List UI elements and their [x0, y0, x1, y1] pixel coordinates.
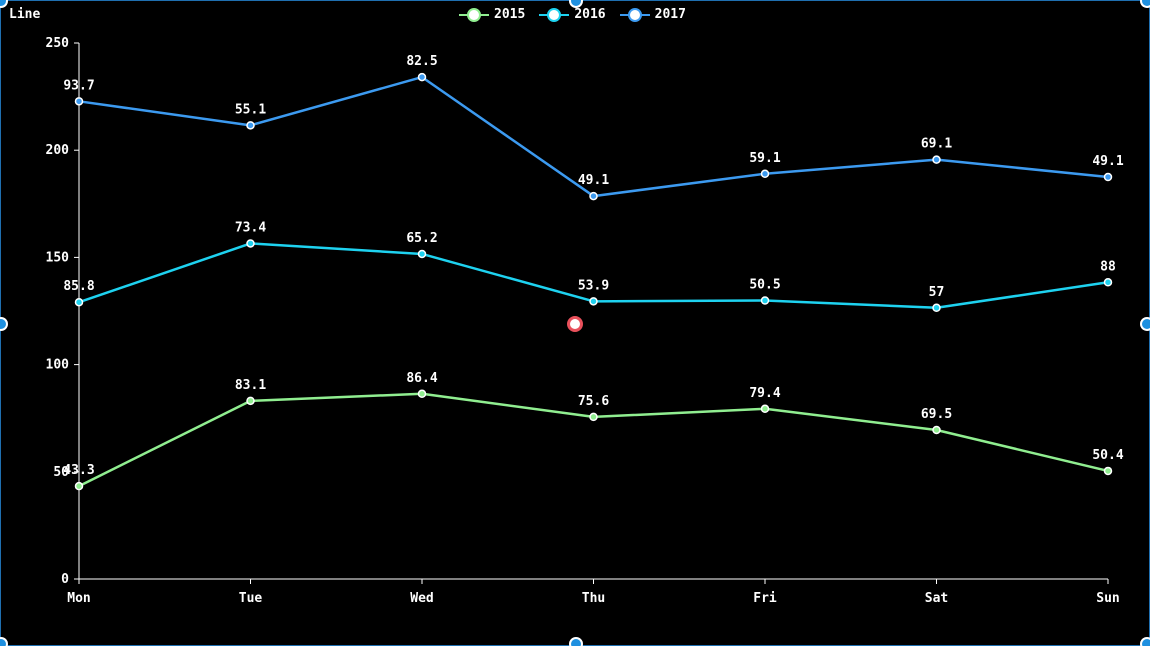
data-label-2015: 69.5 — [921, 407, 952, 422]
data-point-2015 — [74, 481, 84, 491]
data-point-2017 — [932, 155, 941, 164]
data-label-2016: 57 — [929, 285, 945, 300]
y-tick-label: 200 — [46, 143, 70, 158]
x-tick-label: Sun — [1096, 591, 1119, 606]
data-point-2017 — [1103, 172, 1113, 182]
y-tick-label: 100 — [46, 358, 70, 373]
y-tick-label: 50 — [53, 465, 69, 480]
legend-item-2015[interactable]: 2015 — [459, 7, 525, 22]
legend-label: 2016 — [574, 7, 606, 22]
data-label-2016: 65.2 — [406, 231, 437, 246]
legend-swatch-icon — [459, 7, 489, 22]
data-point-2016 — [932, 303, 941, 313]
resize-handle-middle-right[interactable] — [1140, 317, 1150, 331]
x-tick-label: Mon — [67, 591, 90, 606]
data-label-2016: 50.5 — [749, 277, 780, 292]
data-point-2017 — [74, 97, 84, 106]
y-tick-label: 0 — [61, 572, 69, 587]
chart-title: Line — [9, 7, 41, 22]
data-point-2016 — [417, 249, 427, 259]
legend-item-2016[interactable]: 2016 — [539, 7, 606, 22]
data-point-2017 — [246, 121, 255, 130]
data-label-2015: 50.4 — [1092, 448, 1123, 463]
data-label-2016: 85.8 — [63, 279, 94, 294]
legend-swatch-icon — [539, 7, 570, 22]
data-label-2015: 86.4 — [406, 371, 437, 386]
resize-handle-top-right[interactable] — [1140, 0, 1150, 8]
resize-handle-middle-left[interactable] — [0, 317, 8, 331]
resize-handle-bottom-center[interactable] — [569, 637, 583, 646]
data-label-2017: 55.1 — [235, 102, 266, 117]
data-label-2015: 83.1 — [235, 378, 266, 393]
data-label-2017: 82.5 — [406, 54, 437, 69]
data-point-2016 — [246, 239, 255, 248]
legend-swatch-icon — [619, 7, 650, 22]
x-tick-label: Tue — [239, 591, 263, 606]
data-label-2016: 88 — [1100, 259, 1116, 274]
data-point-2017 — [760, 169, 770, 179]
resize-handle-bottom-left[interactable] — [0, 637, 8, 646]
legend-label: 2017 — [654, 7, 686, 22]
x-tick-label: Thu — [582, 591, 605, 606]
legend-label: 2015 — [494, 7, 526, 22]
x-tick-label: Fri — [753, 591, 777, 606]
y-tick-label: 250 — [46, 36, 70, 51]
data-label-2017: 69.1 — [921, 137, 952, 152]
data-point-2015 — [417, 389, 427, 399]
data-point-2016 — [760, 296, 770, 305]
cursor-marker — [567, 316, 583, 332]
data-label-2015: 79.4 — [749, 386, 780, 401]
data-label-2015: 75.6 — [578, 394, 609, 409]
resize-handle-bottom-right[interactable] — [1140, 637, 1150, 646]
resize-handle-top-left[interactable] — [0, 0, 8, 8]
data-point-2017 — [417, 72, 427, 82]
data-point-2016 — [74, 297, 84, 307]
data-label-2017: 93.7 — [63, 78, 94, 93]
data-point-2016 — [589, 297, 598, 306]
y-tick-label: 150 — [46, 250, 70, 265]
data-label-2017: 49.1 — [578, 173, 609, 188]
data-point-2015 — [1103, 466, 1113, 476]
data-point-2015 — [932, 425, 941, 435]
resize-handle-top-center[interactable] — [569, 0, 583, 8]
data-point-2015 — [246, 396, 255, 406]
data-point-2015 — [760, 404, 770, 414]
data-label-2016: 53.9 — [578, 278, 609, 293]
data-point-2015 — [589, 412, 598, 422]
data-label-2017: 49.1 — [1092, 154, 1123, 169]
legend-item-2017[interactable]: 2017 — [619, 7, 686, 22]
data-label-2016: 73.4 — [235, 220, 266, 235]
data-label-2017: 59.1 — [749, 151, 780, 166]
data-point-2017 — [589, 191, 598, 201]
data-point-2016 — [1103, 278, 1113, 287]
data-label-2015: 43.3 — [63, 463, 94, 478]
x-tick-label: Sat — [925, 591, 948, 606]
x-tick-label: Wed — [410, 591, 433, 606]
chart-legend: 2015 2016 2017 — [459, 7, 686, 22]
